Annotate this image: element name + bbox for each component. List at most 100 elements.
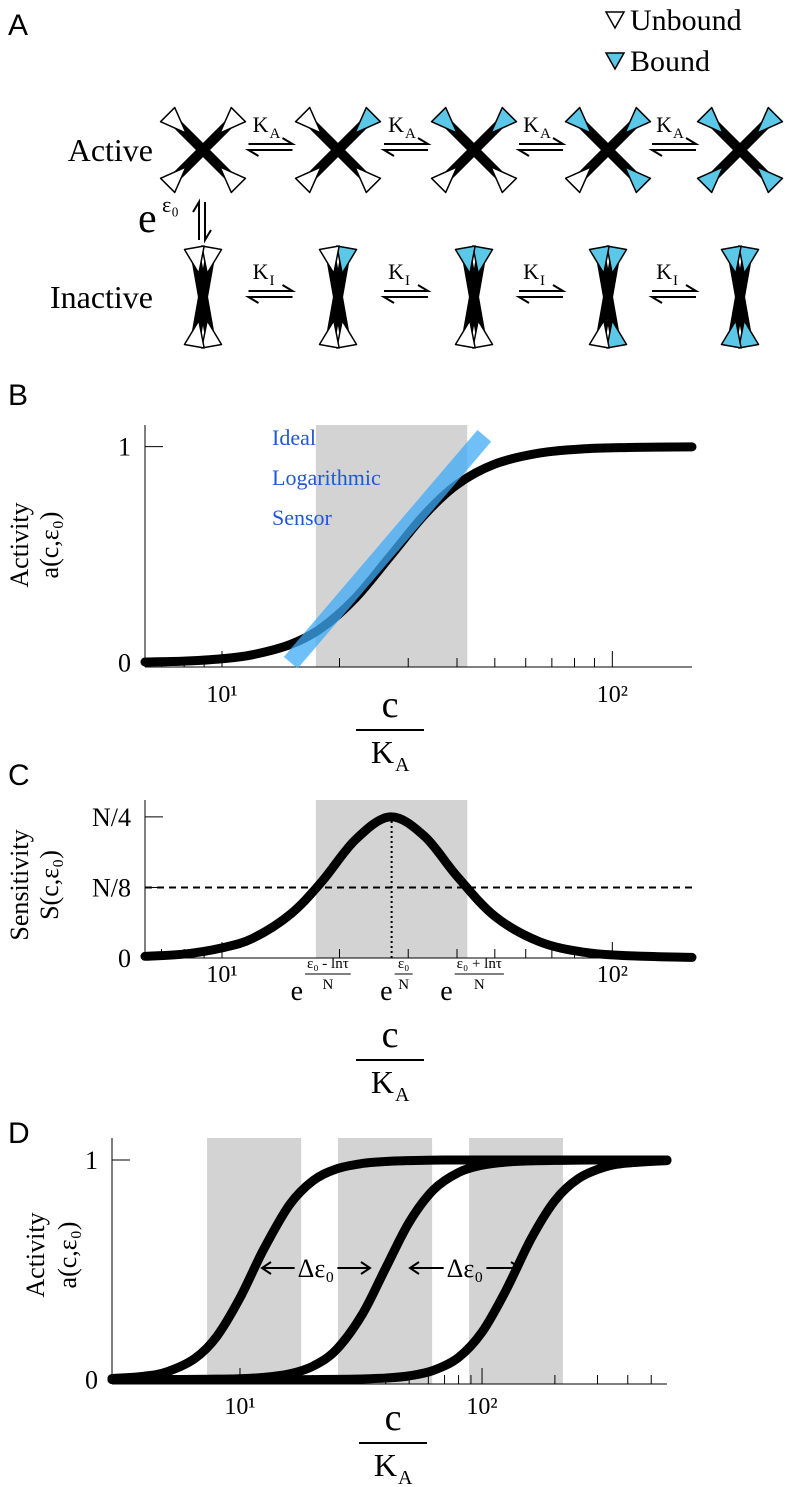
annotation: Δε₀	[447, 1254, 484, 1283]
binding-site	[720, 245, 742, 275]
binding-site	[588, 319, 610, 349]
binding-site	[490, 166, 518, 194]
y-axis-label: Activity	[21, 1212, 50, 1297]
rate-symbol: K	[523, 112, 539, 137]
binding-site	[183, 245, 205, 275]
series-label: Ideal Logarithmic Sensor	[272, 425, 381, 530]
panel-label: D	[8, 1117, 30, 1150]
binding-site	[564, 166, 592, 194]
binding-site	[159, 106, 187, 134]
panel-label: A	[8, 9, 28, 42]
rate-symbol: K	[656, 112, 672, 137]
x-axis-label: c	[385, 1397, 402, 1439]
rate-subscript: I	[270, 273, 275, 289]
x-tick-label: 10²	[597, 682, 628, 708]
receptor	[294, 106, 382, 194]
annotation: Δε₀	[298, 1254, 335, 1283]
binding-site	[720, 319, 742, 349]
binding-site	[159, 166, 187, 194]
rate-subscript: A	[673, 126, 684, 142]
curve	[140, 812, 697, 962]
series-label-box: Ideal Logarithmic Sensor	[272, 425, 381, 530]
binding-site	[738, 245, 760, 275]
equilibrium-arrow	[380, 284, 432, 304]
coupling-base: e	[138, 196, 157, 242]
binding-site	[696, 106, 724, 134]
rate-subscript: A	[270, 126, 281, 142]
annotation-denominator: N	[322, 977, 333, 993]
y-axis-label: Activity	[5, 502, 34, 587]
y-tick-label: 1	[118, 433, 131, 462]
rate-symbol: K	[523, 259, 539, 284]
equilibrium-arrow	[648, 284, 700, 304]
y-axis-label: Sensitivity	[5, 829, 34, 940]
x-axis-label: A	[398, 1467, 413, 1487]
equilibrium-arrow	[515, 284, 567, 304]
rate-symbol: K	[253, 259, 269, 284]
binding-site	[624, 166, 652, 194]
equilibrium-arrow	[380, 137, 432, 157]
y-tick-label: 0	[118, 649, 131, 678]
shaded-range	[315, 800, 468, 958]
equilibrium-arrow	[648, 137, 700, 157]
binding-site	[294, 106, 322, 134]
binding-site	[336, 319, 358, 349]
annotation-numerator: ε₀ + lnτ	[457, 956, 502, 972]
binding-site	[430, 166, 458, 194]
y-tick-label: N/8	[92, 873, 131, 902]
receptor	[183, 245, 223, 349]
receptor	[318, 245, 358, 349]
rate-subscript: I	[673, 273, 678, 289]
binding-site	[472, 245, 494, 275]
rate-subscript: A	[405, 126, 416, 142]
rate-subscript: I	[405, 273, 410, 289]
legend-label: Unbound	[630, 4, 742, 37]
equilibrium-arrow	[244, 137, 297, 157]
receptor	[588, 245, 628, 349]
x-axis-label: K	[371, 734, 394, 770]
binding-site	[219, 106, 247, 134]
binding-site	[354, 166, 382, 194]
x-tick-label: 10¹	[206, 962, 237, 988]
equilibrium-arrow	[244, 284, 297, 304]
annotation-denominator: N	[474, 977, 485, 993]
binding-site	[201, 319, 223, 349]
x-axis-label: c	[382, 684, 399, 726]
receptor	[430, 106, 518, 194]
y-axis-label: a(c,ε₀)	[35, 512, 64, 579]
binding-site	[430, 106, 458, 134]
binding-site	[219, 166, 247, 194]
binding-site	[564, 106, 592, 134]
legend-label: Bound	[630, 45, 710, 78]
annotation-base: e	[380, 976, 392, 1007]
annotation-base: e	[440, 976, 452, 1007]
binding-site	[472, 319, 494, 349]
binding-site	[606, 245, 628, 275]
annotation-numerator: ε₀ - lnτ	[307, 956, 349, 972]
ideal-sensor-line	[283, 429, 492, 669]
binding-site	[318, 245, 340, 275]
receptor	[720, 245, 760, 349]
equilibrium-arrow	[515, 137, 567, 157]
binding-site	[738, 319, 760, 349]
y-tick-label: N/4	[92, 803, 131, 832]
binding-site	[624, 106, 652, 134]
binding-site	[354, 106, 382, 134]
binding-site	[183, 319, 205, 349]
x-axis-label: A	[395, 754, 410, 776]
binding-site	[606, 319, 628, 349]
binding-site	[490, 106, 518, 134]
x-tick-label: 10¹	[206, 682, 237, 708]
binding-site	[318, 319, 340, 349]
y-tick-label: 1	[85, 1146, 98, 1175]
rate-symbol: K	[656, 259, 672, 284]
annotation-base: e	[291, 976, 303, 1007]
x-axis-label: c	[382, 1014, 399, 1056]
row-label: Inactive	[50, 279, 153, 315]
receptor	[564, 106, 652, 194]
receptor	[159, 106, 247, 194]
legend-marker	[604, 11, 626, 30]
rate-symbol: K	[253, 112, 269, 137]
annotation-numerator: ε₀	[398, 956, 410, 972]
coupling-exponent: ε₀	[162, 192, 179, 217]
